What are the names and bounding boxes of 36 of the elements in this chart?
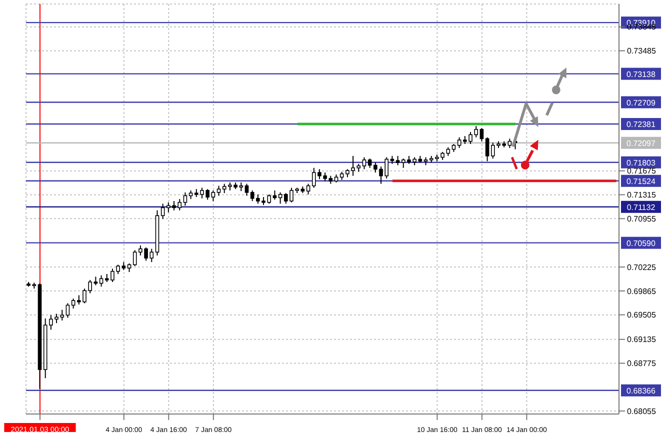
candlestick: [183, 192, 188, 206]
candlestick: [457, 136, 462, 148]
y-tick-label: 0.69505: [627, 310, 656, 320]
y-tick-label: 0.69135: [627, 335, 656, 344]
candlestick: [278, 192, 282, 204]
y-tick-label: 0.71675: [627, 166, 656, 176]
y-tick-label: 0.69865: [627, 286, 656, 296]
candlestick: [396, 155, 400, 166]
y-tick-label: 0.68775: [627, 359, 656, 368]
candlestick: [485, 136, 490, 162]
ref-line-label: 0.71524: [626, 176, 656, 186]
candlestick: [244, 183, 249, 196]
y-tick-label: 0.71315: [627, 190, 656, 200]
y-tick-label: 0.73485: [627, 46, 656, 56]
ref-line-label: 0.72381: [626, 120, 656, 130]
ref-line-label: 0.68366: [626, 386, 656, 396]
candlestick: [480, 128, 484, 142]
candlestick: [306, 183, 310, 195]
ref-line-label: 0.72709: [626, 98, 656, 108]
candlestick: [216, 185, 221, 196]
candlestick: [250, 190, 254, 202]
y-tick-label: 0.70225: [627, 262, 656, 272]
ref-line-label: 0.71132: [626, 202, 656, 212]
candlestick: [508, 138, 512, 148]
y-tick-label: 0.70955: [627, 214, 656, 224]
candlestick: [66, 302, 70, 318]
candlestick: [160, 203, 165, 220]
y-tick-label: 0.68055: [627, 406, 656, 416]
ref-line-label: 0.73138: [626, 70, 656, 79]
candlestick: [362, 156, 366, 170]
candlestick: [71, 298, 76, 310]
ref-line-label: 0.72097: [626, 138, 656, 148]
candlestick: [368, 158, 372, 168]
candlestick: [211, 190, 216, 202]
ref-line-label: 0.71803: [626, 158, 656, 168]
ref-line-label: 0.70590: [626, 238, 656, 248]
